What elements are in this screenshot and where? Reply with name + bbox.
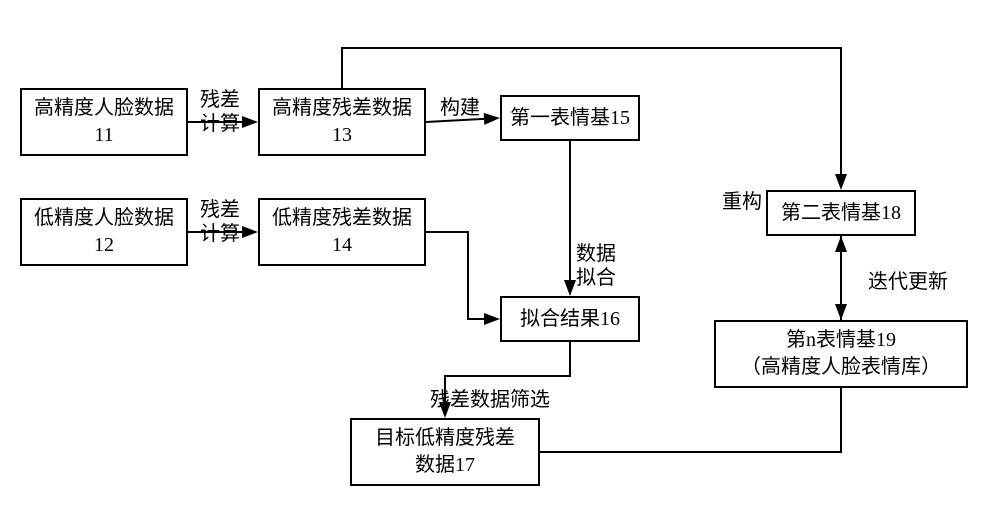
node-text: （高精度人脸表情库）	[741, 354, 941, 381]
diagram-canvas: 高精度人脸数据11 低精度人脸数据12 高精度残差数据13 低精度残差数据14 第一表情…	[0, 0, 1000, 526]
node-n19: 第n表情基19（高精度人脸表情库）	[714, 320, 968, 388]
node-n17: 目标低精度残差数据17	[350, 418, 540, 486]
arrow-head	[835, 174, 847, 190]
node-text: 第二表情基18	[781, 200, 901, 227]
node-text: 目标低精度残差	[375, 425, 515, 452]
arrow-head	[835, 236, 847, 252]
node-n13: 高精度残差数据13	[258, 88, 426, 156]
node-text: 11	[94, 122, 113, 149]
edge-label: 构建	[440, 96, 480, 120]
arrow-head	[242, 116, 258, 128]
node-n14: 低精度残差数据14	[258, 198, 426, 266]
edge-label: 迭代更新	[868, 270, 948, 294]
node-text: 第一表情基15	[510, 105, 630, 132]
arrow-head	[564, 280, 576, 296]
arrow-head	[484, 113, 500, 125]
node-text: 数据17	[415, 452, 475, 479]
arrow-head	[835, 304, 847, 320]
node-text: 第n表情基19	[786, 327, 896, 354]
node-n16: 拟合结果16	[500, 296, 640, 342]
edge-label: 重构	[722, 190, 762, 214]
node-text: 低精度残差数据	[272, 205, 412, 232]
node-text: 14	[332, 232, 352, 259]
node-text: 高精度残差数据	[272, 95, 412, 122]
node-text: 拟合结果16	[520, 306, 620, 333]
node-text: 12	[94, 232, 114, 259]
node-text: 高精度人脸数据	[34, 95, 174, 122]
node-n12: 低精度人脸数据12	[20, 198, 188, 266]
node-text: 低精度人脸数据	[34, 205, 174, 232]
edge-label: 残差 计算	[200, 198, 240, 246]
edge	[426, 232, 484, 319]
node-text: 13	[332, 122, 352, 149]
edge-label: 残差 计算	[200, 88, 240, 136]
arrow-head	[242, 226, 258, 238]
node-n18: 第二表情基18	[766, 190, 916, 236]
node-n11: 高精度人脸数据11	[20, 88, 188, 156]
edge-label: 数据 拟合	[576, 242, 616, 290]
node-n15: 第一表情基15	[500, 95, 640, 141]
edge-label: 残差数据筛选	[430, 388, 550, 412]
arrow-head	[484, 313, 500, 325]
